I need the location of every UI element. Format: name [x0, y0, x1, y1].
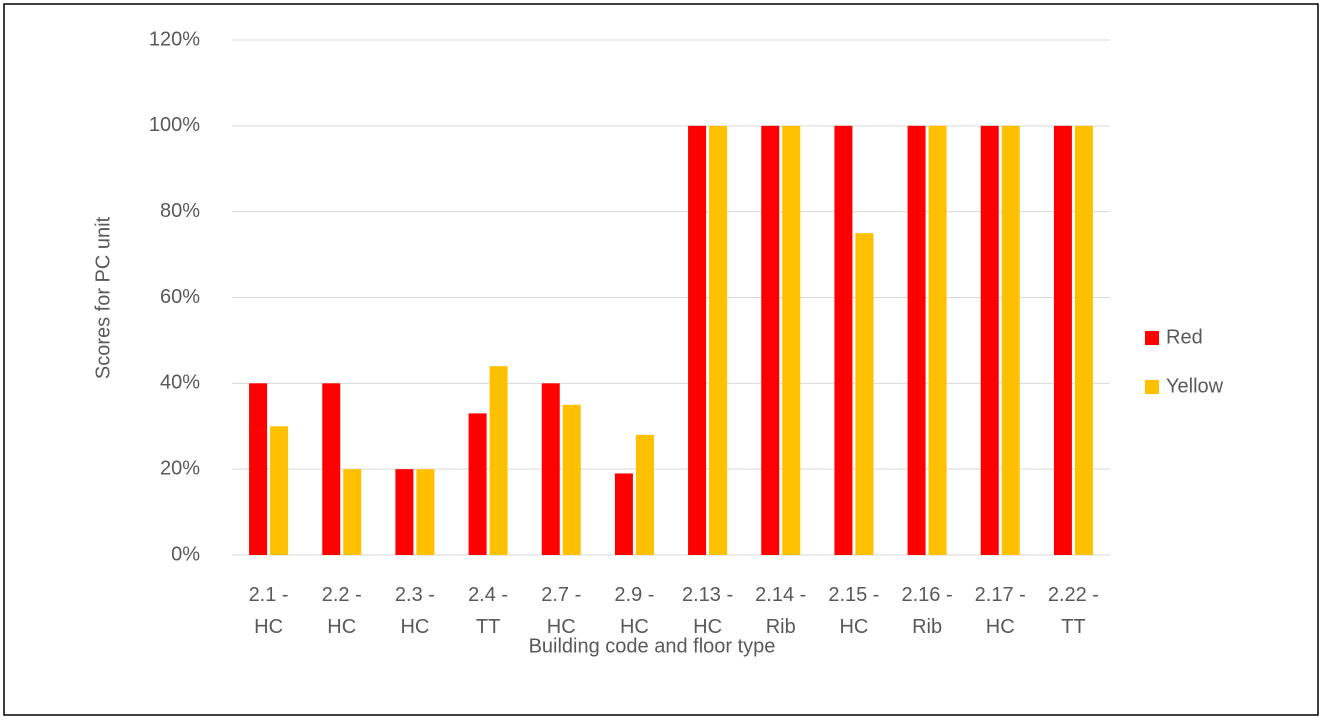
- x-tick-label: 2.22 - TT: [1047, 584, 1099, 638]
- x-tick-label: 2.1 - HC: [248, 584, 289, 638]
- bar: [468, 413, 487, 555]
- bar: [709, 125, 728, 555]
- x-tick-label: 2.3 - HC: [394, 584, 435, 638]
- y-tick-label: 0%: [171, 543, 200, 565]
- bar: [562, 404, 581, 555]
- bar: [614, 473, 633, 555]
- bar: [928, 125, 947, 555]
- bar: [1074, 125, 1093, 555]
- y-tick-label: 120%: [149, 28, 200, 50]
- legend-swatch: [1145, 380, 1159, 394]
- bar: [688, 125, 707, 555]
- y-tick-label: 40%: [160, 372, 200, 394]
- bar: [489, 366, 508, 555]
- y-tick-label: 60%: [160, 286, 200, 308]
- bar: [855, 233, 874, 555]
- bar: [1053, 125, 1072, 555]
- bar: [343, 469, 362, 555]
- bar: [1001, 125, 1020, 555]
- x-tick-label: 2.13 - HC: [682, 584, 734, 638]
- bar: [270, 426, 289, 555]
- chart-border: [3, 3, 1319, 716]
- bar: [416, 469, 435, 555]
- x-tick-label: 2.15 - HC: [828, 584, 880, 638]
- x-axis-title: Building code and floor type: [529, 635, 776, 657]
- x-tick-label: 2.4 - TT: [468, 584, 509, 638]
- bar: [635, 434, 654, 555]
- bar: [834, 125, 853, 555]
- x-tick-label: 2.7 - HC: [541, 584, 582, 638]
- x-tick-label: 2.14 - Rib: [755, 584, 807, 638]
- x-tick-label: 2.17 - HC: [974, 584, 1026, 638]
- bar: [322, 383, 341, 555]
- y-tick-label: 20%: [160, 457, 200, 479]
- bar: [395, 469, 414, 555]
- x-tick-label: 2.16 - Rib: [901, 584, 953, 638]
- legend-label: Yellow: [1166, 375, 1224, 397]
- bar: [782, 125, 801, 555]
- x-tick-label: 2.9 - HC: [614, 584, 655, 638]
- legend-label: Red: [1166, 326, 1203, 348]
- y-tick-label: 100%: [149, 114, 200, 136]
- bar: [907, 125, 926, 555]
- bar: [249, 383, 268, 555]
- x-tick-label: 2.2 - HC: [321, 584, 362, 638]
- legend-swatch: [1145, 331, 1159, 345]
- bar: [761, 125, 780, 555]
- bar: [980, 125, 999, 555]
- y-tick-label: 80%: [160, 200, 200, 222]
- bar: [541, 383, 560, 555]
- y-axis-title: Scores for PC unit: [92, 216, 114, 379]
